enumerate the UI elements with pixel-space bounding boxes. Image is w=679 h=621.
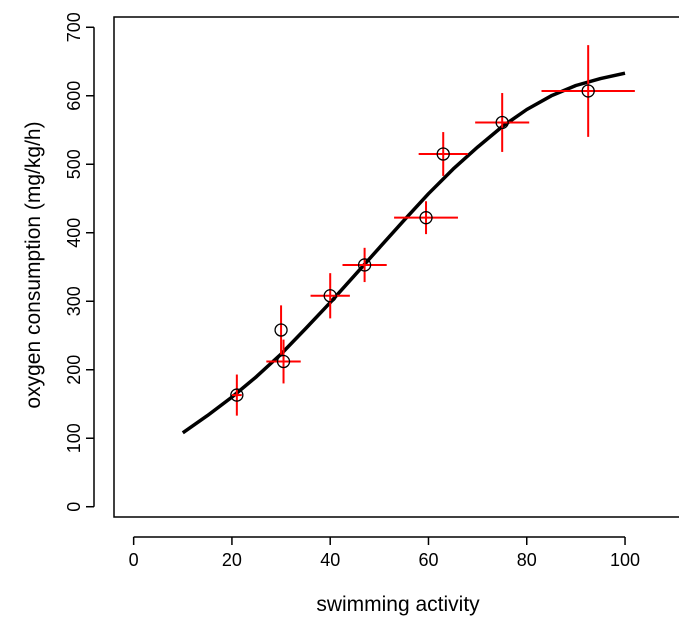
- data-point: [581, 84, 595, 98]
- data-point: [357, 258, 372, 272]
- y-tick-label: 400: [64, 218, 84, 248]
- x-tick-label: 40: [320, 550, 340, 570]
- x-tick-label: 80: [517, 550, 537, 570]
- x-axis-title: swimming activity: [316, 593, 480, 616]
- error-bars-layer: [231, 45, 635, 416]
- fit-curve: [181, 71, 626, 435]
- y-tick-label: 700: [64, 12, 84, 42]
- data-point: [274, 323, 288, 337]
- fit-curve-layer: [181, 71, 626, 435]
- data-point: [495, 115, 509, 130]
- y-tick-label: 100: [64, 423, 84, 453]
- plot-frame: [113, 16, 679, 518]
- data-point: [230, 388, 244, 402]
- y-tick-label: 600: [64, 81, 84, 111]
- y-tick-label: 300: [64, 286, 84, 316]
- data-point: [436, 147, 450, 161]
- data-point: [323, 289, 337, 303]
- x-tick-label: 0: [129, 550, 139, 570]
- data-points-layer: [230, 84, 595, 402]
- data-point: [276, 354, 291, 369]
- x-tick-label: 60: [418, 550, 438, 570]
- y-axis-title: oxygen consumption (mg/kg/h): [22, 121, 45, 408]
- y-axis: 0 100 200 300 400 500 600 700: [64, 12, 95, 512]
- y-tick-label: 500: [64, 149, 84, 179]
- x-tick-label: 20: [222, 550, 242, 570]
- x-axis: 0 20 40 60 80 100: [129, 536, 640, 570]
- data-point: [419, 211, 433, 225]
- x-tick-label: 100: [610, 550, 640, 570]
- y-tick-label: 200: [64, 355, 84, 385]
- y-tick-label: 0: [64, 502, 84, 512]
